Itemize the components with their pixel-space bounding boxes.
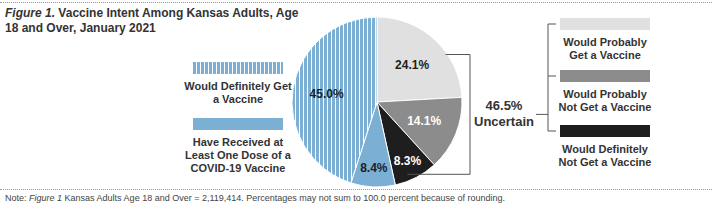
svg-text:8.4%: 8.4% bbox=[360, 161, 388, 175]
svg-text:8.3%: 8.3% bbox=[394, 154, 422, 168]
html-text:Have Received at Least One Dos: Have Received at Least One Dose of a COV… bbox=[185, 136, 291, 174]
html-text:46.5%: 46.5% bbox=[485, 98, 523, 114]
svg-text:14.1%: 14.1% bbox=[407, 114, 441, 128]
svg-text:24.1%: 24.1% bbox=[395, 58, 429, 72]
html-text:Figure 1. Vaccine Intent Among: Figure 1. Vaccine Intent Among Kansas Ad… bbox=[5, 6, 299, 35]
html-text:Would Definitely Get a Vaccine: Would Definitely Get a Vaccine bbox=[184, 80, 292, 105]
html-text:Would Probably Not Get a Vacci: Would Probably Not Get a Vaccine bbox=[558, 88, 652, 113]
svg-text:45.0%: 45.0% bbox=[310, 87, 344, 101]
html-text:Uncertain: Uncertain bbox=[474, 114, 534, 130]
html-text:Would Probably Get a Vaccine: Would Probably Get a Vaccine bbox=[563, 36, 647, 61]
html-text:Note: Figure 1 Kansas Adults A: Note: Figure 1 Kansas Adults Age 18 and … bbox=[5, 193, 505, 203]
html-text:Would Definitely Not Get a Vac: Would Definitely Not Get a Vaccine bbox=[558, 143, 652, 168]
